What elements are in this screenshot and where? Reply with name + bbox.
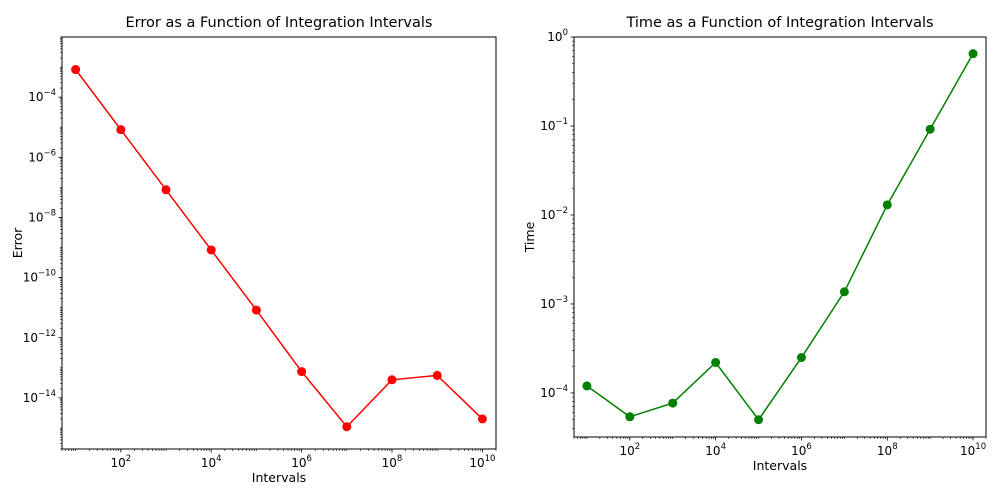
tick-exponent: 6 — [806, 442, 811, 452]
time-data-point — [882, 200, 892, 210]
tick-base: 10 — [540, 297, 555, 311]
error-data-point — [71, 65, 81, 75]
time-data-point — [839, 287, 849, 297]
error-chart-title: Error as a Function of Integration Inter… — [126, 15, 433, 31]
time-x-tick-label: 1010 — [960, 442, 986, 458]
time-y-tick-label: 10−3 — [540, 295, 568, 311]
tick-exponent: −2 — [555, 206, 568, 216]
tick-exponent: −12 — [38, 329, 56, 339]
time-data-point — [968, 49, 978, 59]
tick-base: 10 — [540, 119, 555, 133]
tick-exponent: −1 — [555, 117, 568, 127]
error-data-point — [342, 422, 352, 432]
error-chart-panel: Error as a Function of Integration Inter… — [10, 15, 497, 485]
error-y-tick-label: 10−10 — [23, 269, 56, 285]
tick-base: 10 — [382, 456, 397, 470]
error-data-point — [387, 375, 397, 385]
tick-exponent: −4 — [555, 384, 568, 394]
error-x-tick-label: 102 — [110, 454, 131, 470]
time-x-tick-label: 102 — [619, 442, 640, 458]
time-chart-title: Time as a Function of Integration Interv… — [625, 15, 933, 31]
tick-exponent: 4 — [216, 454, 221, 464]
time-x-tick-label: 106 — [791, 442, 812, 458]
tick-exponent: 4 — [721, 442, 726, 452]
tick-base: 10 — [28, 210, 43, 224]
tick-base: 10 — [110, 456, 125, 470]
time-data-point — [796, 353, 806, 363]
time-data-point — [582, 381, 592, 391]
time-y-tick-label: 10−4 — [540, 384, 568, 400]
tick-base: 10 — [540, 208, 555, 222]
tick-exponent: −3 — [555, 295, 568, 305]
error-series-line — [75, 69, 483, 428]
error-x-tick-label: 108 — [382, 454, 403, 470]
tick-base: 10 — [28, 90, 43, 104]
error-x-axis-label: Intervals — [252, 470, 306, 485]
tick-exponent: 2 — [635, 442, 640, 452]
error-y-tick-label: 10−14 — [23, 389, 56, 405]
error-x-tick-label: 1010 — [469, 454, 495, 470]
time-series-line — [586, 53, 974, 422]
time-y-tick-label: 10−2 — [540, 206, 568, 222]
time-data-point — [711, 357, 721, 367]
error-data-point — [206, 245, 216, 255]
time-chart-panel: Time as a Function of Integration Interv… — [522, 15, 987, 473]
error-x-tick-label: 106 — [291, 454, 312, 470]
tick-exponent: −14 — [38, 389, 56, 399]
tick-base: 10 — [540, 386, 555, 400]
error-data-point — [116, 125, 126, 135]
error-data-point — [161, 185, 171, 195]
tick-exponent: 10 — [485, 454, 496, 464]
error-y-tick-label: 10−6 — [28, 148, 56, 164]
tick-exponent: −10 — [38, 269, 56, 279]
tick-base: 10 — [28, 150, 43, 164]
time-y-tick-label: 10−1 — [540, 117, 568, 133]
tick-base: 10 — [791, 444, 806, 458]
error-x-tick-label: 104 — [201, 454, 222, 470]
tick-base: 10 — [201, 456, 216, 470]
error-y-tick-label: 10−4 — [28, 88, 56, 104]
time-x-axis-label: Intervals — [753, 458, 807, 473]
tick-exponent: 8 — [892, 442, 897, 452]
time-data-point — [754, 415, 764, 425]
error-y-tick-label: 10−8 — [28, 208, 56, 224]
error-y-axis-label: Error — [10, 227, 25, 258]
error-data-point — [297, 367, 307, 377]
error-data-point — [477, 414, 487, 424]
time-x-tick-label: 108 — [877, 442, 898, 458]
tick-base: 10 — [291, 456, 306, 470]
tick-base: 10 — [23, 271, 38, 285]
time-y-tick-label: 100 — [547, 28, 568, 44]
tick-base: 10 — [877, 444, 892, 458]
tick-exponent: 0 — [563, 28, 568, 38]
tick-exponent: −4 — [43, 88, 56, 98]
error-data-point — [432, 370, 442, 380]
tick-base: 10 — [619, 444, 634, 458]
tick-exponent: 6 — [307, 454, 312, 464]
time-data-point — [625, 412, 635, 422]
tick-base: 10 — [469, 456, 484, 470]
tick-exponent: −8 — [43, 208, 56, 218]
time-x-tick-label: 104 — [705, 442, 726, 458]
tick-base: 10 — [547, 30, 562, 44]
error-plot-frame — [61, 36, 497, 450]
tick-exponent: 2 — [126, 454, 131, 464]
time-y-axis-label: Time — [522, 221, 537, 253]
time-data-point — [668, 398, 678, 408]
time-plot-frame — [573, 36, 987, 438]
tick-base: 10 — [23, 331, 38, 345]
tick-base: 10 — [705, 444, 720, 458]
tick-exponent: 8 — [397, 454, 402, 464]
tick-base: 10 — [23, 391, 38, 405]
tick-exponent: 10 — [975, 442, 986, 452]
time-data-point — [925, 124, 935, 134]
tick-base: 10 — [960, 444, 975, 458]
tick-exponent: −6 — [43, 148, 56, 158]
error-data-point — [251, 305, 261, 315]
error-y-tick-label: 10−12 — [23, 329, 56, 345]
